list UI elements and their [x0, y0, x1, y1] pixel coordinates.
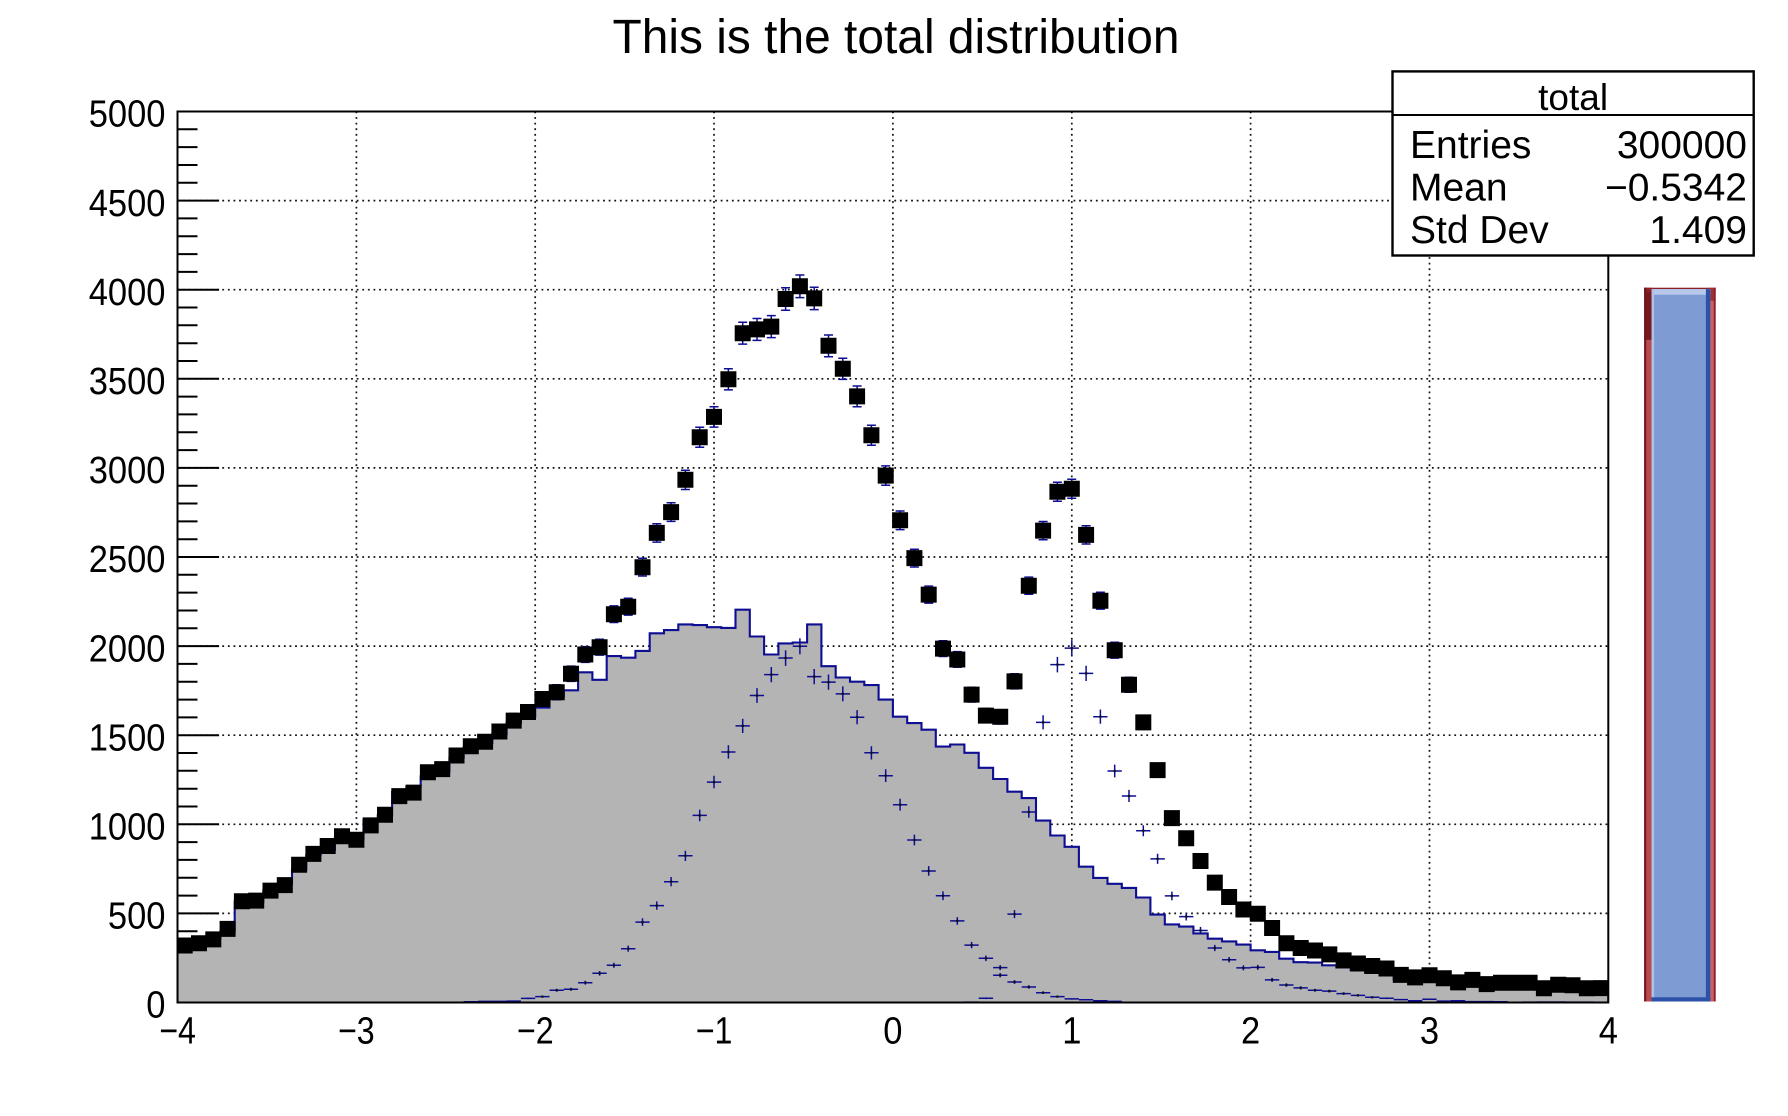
svg-text:Std Dev: Std Dev: [1410, 209, 1560, 252]
svg-text:500: 500: [108, 896, 166, 938]
svg-text:5000: 5000: [89, 94, 166, 136]
svg-text:total: total: [1538, 77, 1608, 118]
svg-text:4: 4: [1599, 1011, 1618, 1053]
svg-text:1500: 1500: [89, 717, 166, 759]
svg-text:2000: 2000: [89, 628, 166, 670]
svg-text:1000: 1000: [89, 807, 166, 849]
svg-text:−1: −1: [696, 1011, 733, 1053]
svg-text:−3: −3: [338, 1011, 375, 1053]
svg-text:1.409: 1.409: [1649, 209, 1747, 252]
svg-text:3000: 3000: [89, 450, 166, 492]
svg-text:0: 0: [883, 1011, 902, 1053]
svg-text:2500: 2500: [89, 539, 166, 581]
svg-text:2: 2: [1241, 1011, 1260, 1053]
svg-text:−0.5342: −0.5342: [1605, 167, 1747, 210]
svg-text:1: 1: [1062, 1011, 1081, 1053]
svg-text:0: 0: [146, 985, 165, 1027]
svg-text:Entries: Entries: [1410, 124, 1542, 167]
svg-text:Mean: Mean: [1410, 167, 1518, 210]
svg-text:−4: −4: [159, 1011, 196, 1053]
svg-text:300000: 300000: [1617, 124, 1747, 167]
svg-text:3500: 3500: [89, 361, 166, 403]
svg-text:4000: 4000: [89, 272, 166, 314]
svg-text:4500: 4500: [89, 183, 166, 225]
svg-text:3: 3: [1420, 1011, 1439, 1053]
svg-text:This is the total distribution: This is the total distribution: [613, 11, 1180, 64]
svg-text:−2: −2: [517, 1011, 554, 1053]
